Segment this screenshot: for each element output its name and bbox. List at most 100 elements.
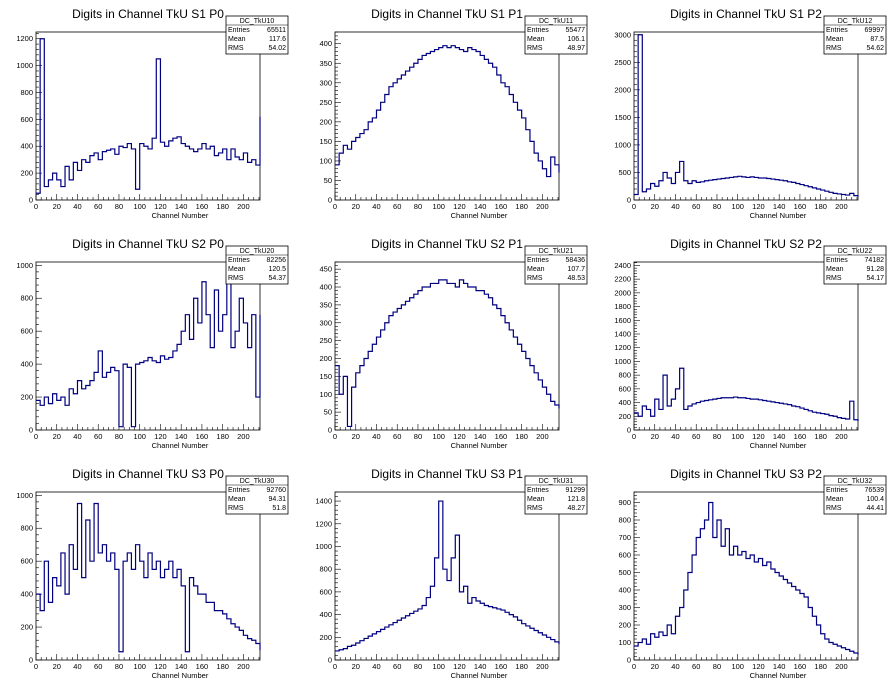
- stats-value: 65511: [267, 27, 286, 34]
- y-tick-label: 1000: [16, 491, 33, 500]
- stats-label: Entries: [228, 487, 250, 494]
- y-tick-label: 500: [618, 168, 631, 177]
- x-axis-label: Channel Number: [750, 441, 807, 450]
- stats-value: 54.17: [866, 275, 884, 282]
- stats-name: DC_TkU10: [240, 18, 275, 25]
- x-tick-label: 80: [713, 202, 721, 211]
- y-tick-label: 200: [618, 412, 631, 421]
- stats-value: 87.5: [870, 36, 884, 43]
- y-tick-label: 1200: [315, 519, 332, 528]
- stats-label: RMS: [527, 45, 543, 52]
- x-tick-label: 200: [835, 662, 848, 671]
- stats-name: DC_TkU32: [838, 478, 873, 485]
- stats-label: Entries: [826, 487, 848, 494]
- stats-label: RMS: [228, 505, 244, 512]
- y-tick-label: 400: [618, 586, 631, 595]
- y-tick-label: 450: [319, 265, 332, 274]
- x-tick-label: 120: [752, 202, 765, 211]
- histogram-svg: Digits in Channel TkU S1 P0 0 20 40 60 80 100 1…: [16, 7, 289, 220]
- y-tick-label: 900: [618, 498, 631, 507]
- y-tick-label: 1400: [315, 497, 332, 506]
- stats-box: [524, 15, 588, 55]
- x-tick-label: 100: [731, 662, 744, 671]
- plot-frame: [35, 31, 261, 201]
- stats-box: [225, 475, 289, 515]
- y-tick-label: 100: [319, 156, 332, 165]
- x-tick-label: 0: [34, 202, 38, 211]
- x-tick-label: 160: [196, 432, 209, 441]
- y-tick-label: 350: [319, 59, 332, 68]
- x-axis-label: Channel Number: [152, 211, 209, 220]
- x-tick-label: 160: [794, 202, 807, 211]
- x-tick-label: 100: [133, 662, 146, 671]
- histogram-line: [36, 281, 261, 428]
- x-tick-label: 180: [814, 202, 827, 211]
- x-tick-label: 20: [352, 202, 360, 211]
- x-tick-label: 160: [196, 202, 209, 211]
- y-tick-label: 400: [319, 283, 332, 292]
- x-tick-label: 200: [536, 202, 549, 211]
- x-tick-label: 200: [237, 202, 250, 211]
- y-tick-label: 400: [618, 398, 631, 407]
- stats-label: Mean: [826, 496, 844, 503]
- stats-label: RMS: [527, 275, 543, 282]
- y-tick-label: 1000: [614, 140, 631, 149]
- plot-frame: [633, 31, 859, 201]
- x-tick-label: 140: [474, 662, 487, 671]
- histogram-line: [36, 38, 261, 194]
- x-tick-label: 100: [432, 432, 445, 441]
- x-tick-label: 20: [53, 662, 61, 671]
- x-tick-label: 160: [495, 202, 508, 211]
- x-tick-label: 0: [333, 202, 337, 211]
- y-tick-label: 200: [20, 169, 33, 178]
- x-tick-label: 0: [632, 662, 636, 671]
- y-tick-label: 3000: [614, 30, 631, 39]
- y-tick-label: 50: [324, 176, 332, 185]
- stats-value: 91.28: [866, 266, 884, 273]
- x-tick-label: 40: [671, 662, 679, 671]
- y-tick-label: 700: [618, 533, 631, 542]
- stats-label: Entries: [826, 27, 848, 34]
- stats-value: 120.5: [268, 266, 286, 273]
- x-tick-label: 140: [773, 202, 786, 211]
- y-tick-label: 800: [618, 371, 631, 380]
- stats-value: 82256: [267, 257, 287, 264]
- y-tick-label: 400: [319, 610, 332, 619]
- stats-name: DC_TkU11: [539, 18, 573, 25]
- stats-value: 54.62: [866, 45, 884, 52]
- x-tick-label: 100: [731, 202, 744, 211]
- histogram-line: [335, 279, 560, 428]
- x-tick-label: 160: [196, 662, 209, 671]
- chart-title: Digits in Channel TkU S3 P1: [371, 467, 523, 481]
- x-tick-label: 140: [474, 432, 487, 441]
- y-tick-label: 0: [627, 656, 631, 665]
- x-tick-label: 60: [393, 662, 401, 671]
- y-tick-label: 2000: [614, 85, 631, 94]
- stats-value: 100.4: [866, 496, 884, 503]
- histogram-svg: Digits in Channel TkU S2 P1 0 20 40 60 80 100 1…: [319, 237, 588, 450]
- histogram-svg: Digits in Channel TkU S2 P0 0 20 40 60 80 100 1…: [16, 237, 289, 450]
- stats-value: 91299: [566, 487, 586, 494]
- plot-frame: [334, 491, 560, 661]
- x-tick-label: 160: [495, 662, 508, 671]
- stats-label: RMS: [826, 505, 842, 512]
- y-tick-label: 600: [618, 384, 631, 393]
- y-tick-label: 1400: [614, 330, 631, 339]
- stats-value: 106.1: [567, 36, 585, 43]
- x-tick-label: 120: [154, 202, 167, 211]
- y-tick-label: 800: [20, 294, 33, 303]
- x-axis-label: Channel Number: [152, 671, 209, 680]
- y-tick-label: 600: [618, 551, 631, 560]
- x-tick-label: 80: [115, 202, 123, 211]
- histogram-svg: Digits in Channel TkU S3 P2 0 20 40 60 80 100 1…: [618, 467, 887, 680]
- x-tick-label: 0: [632, 202, 636, 211]
- histogram-line: [335, 45, 560, 178]
- y-tick-label: 400: [319, 39, 332, 48]
- x-tick-label: 120: [752, 662, 765, 671]
- x-tick-label: 140: [175, 432, 188, 441]
- x-tick-label: 100: [432, 662, 445, 671]
- stats-value: 58436: [566, 257, 586, 264]
- histogram-svg: Digits in Channel TkU S3 P1 0 20 40 60 80 100 1…: [315, 467, 588, 680]
- stats-label: Entries: [826, 257, 848, 264]
